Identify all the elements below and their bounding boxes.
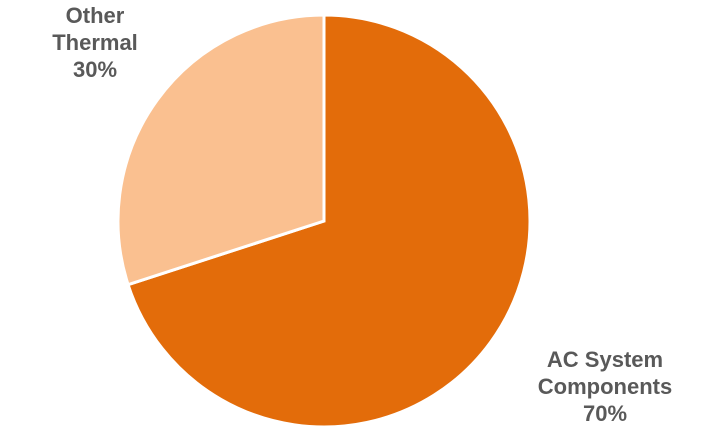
slice-label-ac-system-components-line-1: AC System: [546, 347, 664, 372]
pie-slices: [116, 13, 532, 429]
slice-label-other-thermal-line-2: Thermal: [52, 30, 138, 55]
slice-percent-ac-system-components: 70%: [582, 401, 628, 426]
slice-label-other-thermal-line-1: Other: [65, 3, 125, 28]
slice-label-ac-system-components: AC System Components 70%: [505, 346, 705, 427]
pie-slice-ac-system-components: [126, 13, 532, 429]
slice-percent-other-thermal: 30%: [72, 57, 118, 82]
pie-slice-other-thermal: [116, 13, 326, 287]
slice-label-ac-system-components-line-2: Components: [537, 374, 673, 399]
slice-label-other-thermal: Other Thermal 30%: [20, 2, 170, 83]
